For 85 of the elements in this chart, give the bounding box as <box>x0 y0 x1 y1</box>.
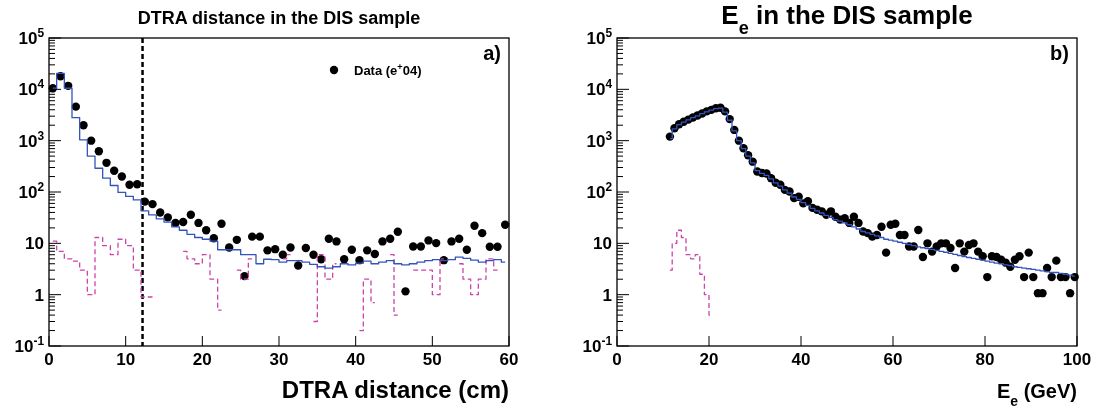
point <box>278 250 288 259</box>
y-tick-label: 1 <box>602 285 612 305</box>
point <box>447 237 456 246</box>
point <box>454 234 464 243</box>
y-tick-label: 10 <box>25 234 44 254</box>
x-tick-label: 20 <box>699 350 719 369</box>
point <box>125 180 134 190</box>
point <box>470 221 479 230</box>
point <box>332 237 341 246</box>
point <box>247 232 257 241</box>
point <box>201 226 211 235</box>
point <box>71 102 81 111</box>
point <box>431 238 441 248</box>
y-tick-label: 10$^{2}$ <box>586 180 613 202</box>
point <box>301 243 311 253</box>
point <box>117 172 127 181</box>
point <box>186 210 196 219</box>
point <box>232 235 242 245</box>
point <box>286 243 295 252</box>
point <box>140 197 150 206</box>
point <box>79 121 88 130</box>
point <box>324 234 334 243</box>
point <box>263 246 272 255</box>
point <box>500 220 510 229</box>
y-tick-label: 1 <box>34 285 44 305</box>
point <box>347 245 357 254</box>
x-tick-label: 60 <box>499 350 519 369</box>
chart-title: E$_{e}$ in the DIS sample <box>721 0 973 38</box>
x-tick-label: 30 <box>269 350 289 369</box>
point <box>94 147 104 156</box>
y-tick-label: 10$^{2}$ <box>18 180 45 202</box>
point <box>270 244 280 254</box>
chart-title: DTRA distance in the DIS sample <box>137 8 421 28</box>
x-tick-label: 40 <box>791 350 811 369</box>
y-tick-label: 10$^{4}$ <box>586 77 613 100</box>
point <box>408 242 418 251</box>
y-tick-label: 10$^{3}$ <box>18 128 45 151</box>
point <box>462 245 472 254</box>
point <box>477 228 487 238</box>
point <box>401 287 410 296</box>
y-tick-label: 10 <box>593 234 612 254</box>
annotation: a) <box>483 42 501 64</box>
point <box>132 179 142 189</box>
point <box>370 249 380 259</box>
point <box>255 232 265 241</box>
y-tick-label: 10$^{-1}$ <box>14 334 45 356</box>
legend-label: Data (e$^{+}$04) <box>354 62 422 78</box>
point <box>362 246 372 255</box>
point <box>102 158 111 168</box>
point <box>217 219 226 229</box>
point <box>393 227 403 236</box>
point <box>293 261 303 270</box>
x-tick-label: 20 <box>192 350 212 369</box>
y-tick-label: 10$^{3}$ <box>586 128 613 151</box>
point <box>163 213 173 222</box>
point <box>148 199 157 209</box>
y-tick-label: 10$^{-1}$ <box>582 334 613 356</box>
point <box>240 271 249 281</box>
x-axis-title: DTRA distance (cm) <box>281 376 509 403</box>
point <box>485 242 495 251</box>
point <box>416 242 426 251</box>
x-tick-label: 50 <box>422 350 442 369</box>
x-tick-label: 10 <box>116 350 136 369</box>
point <box>339 255 349 264</box>
point <box>109 166 119 175</box>
x-tick-label: 100 <box>1062 350 1092 369</box>
point <box>424 236 433 245</box>
y-tick-label: 10$^{5}$ <box>586 26 613 48</box>
point <box>385 234 395 243</box>
annotation: b) <box>1050 42 1069 64</box>
x-tick-label: 0 <box>44 350 54 369</box>
point <box>309 250 318 259</box>
point <box>378 237 387 246</box>
point <box>155 208 165 217</box>
x-tick-label: 60 <box>883 350 903 369</box>
x-tick-label: 40 <box>346 350 366 369</box>
point <box>194 218 203 228</box>
point <box>493 242 502 251</box>
point <box>86 136 96 145</box>
y-tick-label: 10$^{5}$ <box>18 26 45 48</box>
y-tick-label: 10$^{4}$ <box>18 77 45 100</box>
x-axis-title: E$_{e}$ (GeV) <box>996 380 1077 409</box>
point <box>178 217 188 227</box>
x-tick-label: 80 <box>975 350 995 369</box>
x-tick-label: 0 <box>612 350 622 369</box>
